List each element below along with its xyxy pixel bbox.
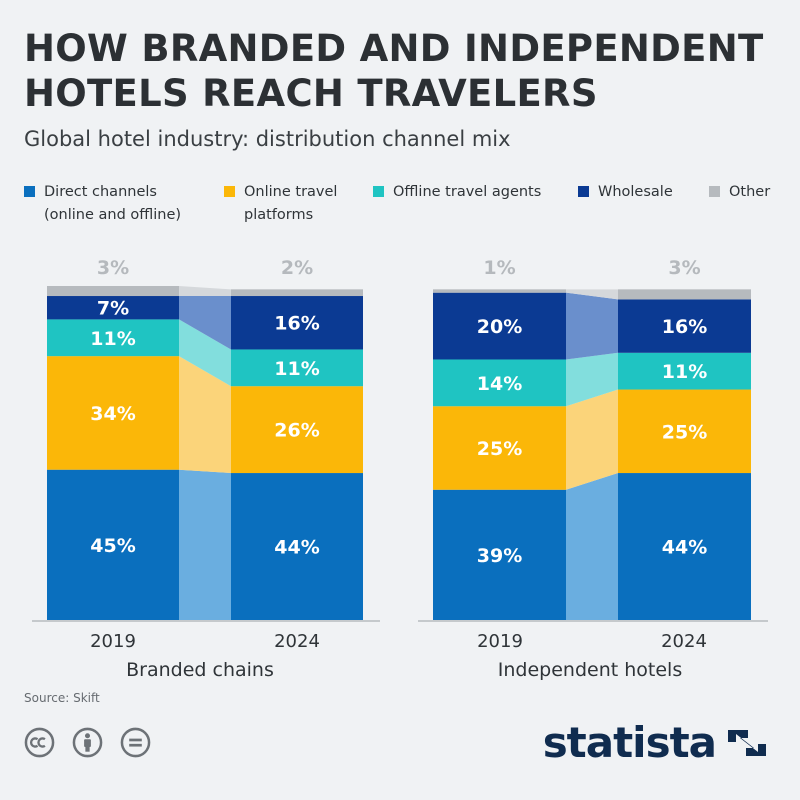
legend-label-other: Other — [729, 184, 771, 200]
label-branded-2024-online-travel: 26% — [274, 420, 319, 442]
bar-branded-2024-wholesale — [231, 296, 363, 350]
bar-independent-2019-direct — [433, 489, 566, 620]
legend-label-offline-agents: Offline travel agents — [393, 184, 542, 200]
label-independent-2019-other: 1% — [483, 257, 515, 279]
legend-item-other: Other — [709, 181, 770, 204]
bar-independent-2024-offline-agents — [618, 352, 751, 390]
connector-branded-direct — [179, 469, 231, 620]
legend-label-wholesale: Wholesale — [598, 184, 673, 200]
label-independent-2024-online-travel: 25% — [662, 421, 707, 443]
label-independent-2019-offline-agents: 14% — [477, 373, 522, 395]
connector-independent-wholesale — [566, 292, 618, 360]
bar-branded-2024-other — [231, 289, 363, 297]
connector-branded-offline-agents — [179, 319, 231, 387]
legend-swatch-online-travel — [224, 186, 235, 197]
label-independent-2019-online-travel: 25% — [477, 438, 522, 460]
bar-branded-2019-offline-agents — [47, 319, 179, 357]
label-branded-2019-online-travel: 34% — [90, 403, 135, 425]
statista-brand[interactable]: statista — [543, 718, 774, 768]
legend-item-wholesale: Wholesale — [578, 181, 673, 204]
bar-independent-2024-other — [618, 289, 751, 300]
bar-independent-2024-online-travel — [618, 389, 751, 474]
statista-logo-icon — [728, 730, 766, 756]
source-note: Source: Skift — [24, 691, 100, 705]
label-branded-2019-offline-agents: 11% — [90, 328, 135, 350]
label-independent-2019-wholesale: 20% — [477, 316, 522, 338]
label-branded-2024-wholesale: 16% — [274, 313, 319, 335]
bar-independent-2019-offline-agents — [433, 359, 566, 407]
bar-independent-2019-online-travel — [433, 406, 566, 490]
group-label-independent: Independent hotels — [498, 659, 682, 681]
connector-independent-offline-agents — [566, 352, 618, 407]
legend-label-direct: Direct channels (online and offline) — [44, 184, 182, 223]
legend-swatch-offline-agents — [373, 186, 384, 197]
connector-independent-online-travel — [566, 389, 618, 490]
label-branded-2019-other: 3% — [97, 257, 129, 279]
legend-item-online-travel: Online travel platforms — [224, 181, 337, 227]
label-branded-2019-direct: 45% — [90, 535, 135, 557]
label-independent-2024-other: 3% — [668, 257, 700, 279]
legend-swatch-direct — [24, 186, 35, 197]
group-label-branded: Branded chains — [126, 659, 274, 681]
legend-swatch-other — [709, 186, 720, 197]
label-branded-2024-offline-agents: 11% — [274, 358, 319, 380]
chart-title: HOW BRANDED AND INDEPENDENT HOTELS REACH… — [24, 27, 764, 115]
connector-branded-wholesale — [179, 296, 231, 350]
legend-item-offline-agents: Offline travel agents — [373, 181, 541, 204]
label-branded-2024-direct: 44% — [274, 537, 319, 559]
connector-branded-online-travel — [179, 356, 231, 474]
year-label-independent-2024: 2024 — [661, 631, 707, 652]
year-label-independent-2019: 2019 — [477, 631, 523, 652]
bar-independent-2024-wholesale — [618, 299, 751, 353]
bar-independent-2019-other — [433, 289, 566, 293]
connector-branded-other — [179, 286, 231, 297]
label-independent-2024-direct: 44% — [662, 537, 707, 559]
bar-branded-2024-online-travel — [231, 386, 363, 474]
cc-icon[interactable] — [24, 727, 55, 758]
label-branded-2024-other: 2% — [281, 257, 313, 279]
year-label-branded-2019: 2019 — [90, 631, 136, 652]
legend-swatch-wholesale — [578, 186, 589, 197]
bar-branded-2019-other — [47, 286, 179, 297]
label-independent-2024-offline-agents: 11% — [662, 361, 707, 383]
label-independent-2024-wholesale: 16% — [662, 316, 707, 338]
no-derivatives-icon[interactable] — [120, 727, 151, 758]
legend-label-online-travel: Online travel platforms — [244, 184, 338, 223]
bar-branded-2024-offline-agents — [231, 349, 363, 387]
bar-independent-2024-direct — [618, 473, 751, 620]
statista-logo-wordmark: statista — [542, 718, 717, 767]
bar-branded-2019-online-travel — [47, 356, 179, 470]
chart-subtitle: Global hotel industry: distribution chan… — [24, 127, 511, 151]
connector-independent-other — [566, 289, 618, 300]
bar-branded-2019-wholesale — [47, 296, 179, 320]
label-branded-2019-wholesale: 7% — [97, 298, 129, 320]
label-independent-2019-direct: 39% — [477, 545, 522, 567]
connector-independent-direct — [566, 473, 618, 620]
bar-branded-2024-direct — [231, 473, 363, 620]
legend-item-direct: Direct channels (online and offline) — [24, 181, 181, 227]
year-label-branded-2024: 2024 — [274, 631, 320, 652]
attribution-icon[interactable] — [72, 727, 103, 758]
bar-branded-2019-direct — [47, 469, 179, 620]
bar-independent-2019-wholesale — [433, 292, 566, 360]
